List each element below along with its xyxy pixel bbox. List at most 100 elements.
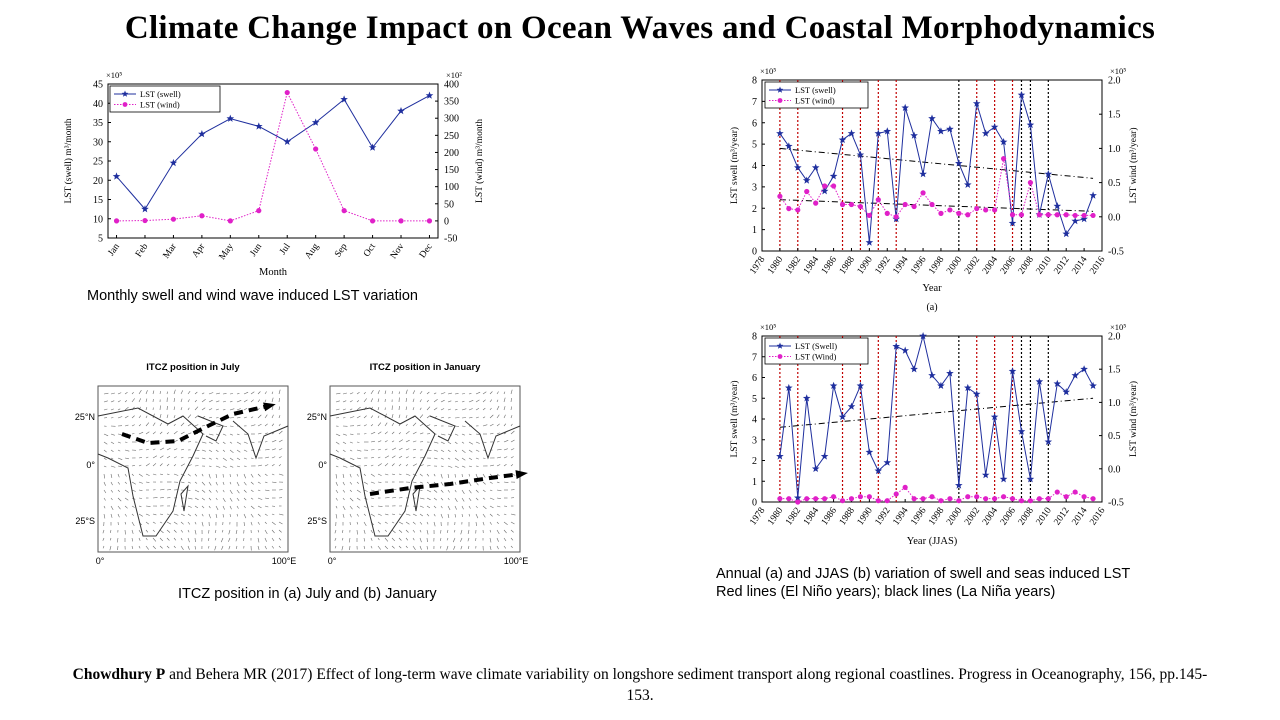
caption-itcz: ITCZ position in (a) July and (b) Januar… [178,586,437,602]
wind-vector [194,406,199,411]
wind-vector [117,545,119,551]
data-point-star [811,163,820,171]
wind-vector [335,449,339,453]
wind-vector [461,489,465,494]
data-point-dot [1036,212,1042,218]
wind-vector [236,393,240,395]
wind-vector [173,406,175,411]
data-point-dot [1054,212,1060,218]
y2-tick-label: 100 [444,182,459,193]
data-point-dot [813,200,819,206]
x-tick-label: 1990 [856,255,875,277]
wind-vector [236,481,240,487]
wind-vector [194,529,197,535]
wind-vector [454,505,457,510]
x-tick-label: May [218,242,236,262]
wind-vector [440,433,446,436]
wind-vector [145,529,149,533]
wind-vector [159,447,165,451]
wind-vector [503,456,508,459]
wind-vector [103,392,109,395]
wind-vector [250,399,254,403]
wind-vector [370,473,375,477]
wind-vector [391,405,393,411]
wind-vector [503,414,506,419]
legend-swatch-star [776,342,784,349]
wind-vector [236,489,240,494]
wind-vector [461,408,467,411]
x-tick-label: 2010 [1035,255,1054,277]
wind-vector [145,448,149,451]
wind-vector [426,529,429,535]
wind-vector [214,529,217,533]
wind-vector [489,432,494,435]
data-point-star [1080,365,1088,373]
wind-vector [447,441,452,445]
wind-vector [103,505,106,509]
wind-vector [440,473,443,479]
trend-line [779,147,1094,179]
wind-vector [426,424,431,427]
wind-vector [468,400,474,403]
wind-vector [278,473,284,476]
wind-vector [257,513,261,517]
data-point-star [999,475,1008,483]
wind-vector [159,414,162,419]
wind-vector [510,456,514,459]
data-point-dot [830,183,837,189]
wind-vector [271,537,275,542]
wind-vector [222,449,226,452]
wind-vector [510,464,514,467]
wind-vector [180,481,185,484]
data-point-dot [398,218,404,224]
wind-vector [460,537,463,542]
wind-vector [271,513,275,516]
x-tick-label: 2012 [1053,506,1072,528]
data-point-star [964,180,972,188]
wind-vector [496,449,502,451]
wind-vector [475,489,479,493]
wind-vector [454,489,457,493]
data-point-dot [839,498,846,504]
wind-vector [222,393,227,395]
wind-vector [454,449,458,452]
wind-vector [391,422,395,427]
wind-vector [257,497,263,500]
wind-vector [468,433,472,436]
wind-vector [335,513,338,519]
wind-vector [419,521,423,525]
wind-vector [159,537,164,542]
x-tick-label: 2000 [945,255,964,277]
wind-vector [187,513,191,517]
wind-vector [250,521,253,526]
wind-vector [433,392,437,395]
wind-vector [405,545,408,549]
wind-vector [475,497,479,501]
data-point-dot [848,496,855,502]
wind-vector [482,441,487,443]
wind-vector [243,391,249,395]
wind-vector [214,545,217,551]
wind-vector [138,390,142,395]
wind-vector [447,449,451,453]
wind-vector [131,473,134,477]
y-axis-label: LST (swell) m³/month [63,118,74,203]
wind-vector [110,408,114,411]
wind-vector [349,473,352,478]
wind-vector [187,481,191,484]
wind-vector [124,424,129,427]
wind-vector [222,481,225,485]
wind-vector [194,489,200,493]
wind-vector [235,529,238,534]
wind-vector [426,391,430,395]
wind-vector [398,463,402,467]
wind-vector [419,513,423,517]
x-tick-label: 1994 [892,506,911,528]
x-tick-label: 1992 [874,255,893,277]
wind-vector [342,529,344,533]
wind-vector [489,505,494,509]
wind-vector [215,489,218,493]
wind-vector [503,397,506,403]
data-point-star [955,159,963,167]
wind-vector [117,457,123,460]
